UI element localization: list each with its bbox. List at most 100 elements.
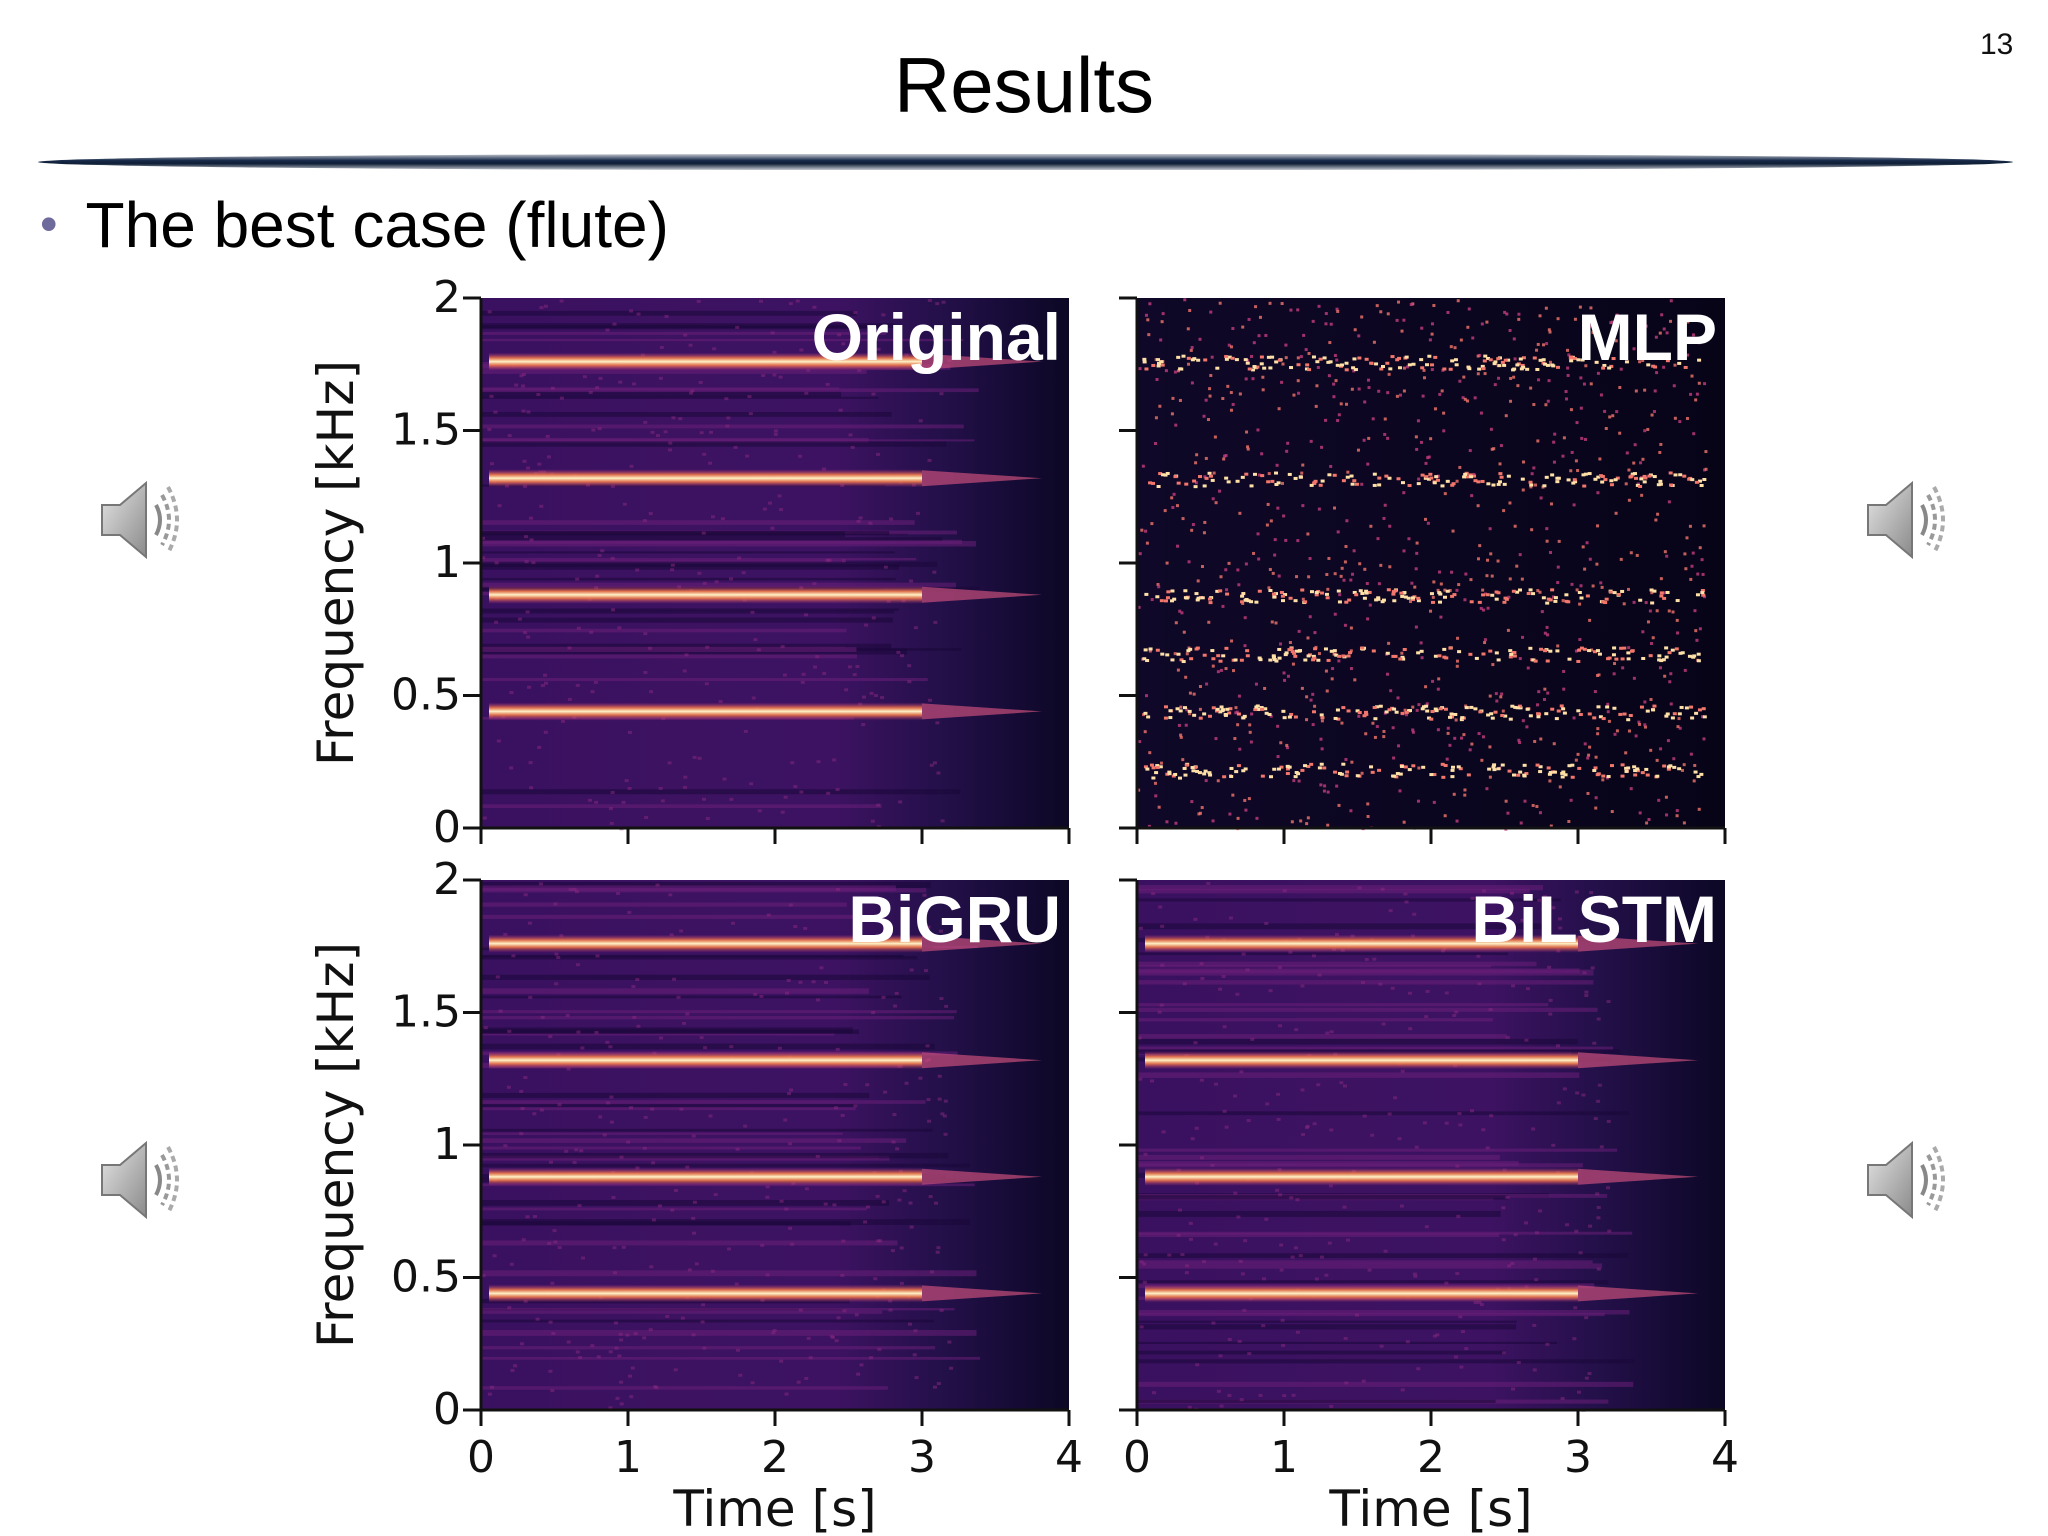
x-tick-label: 3 [908,1432,936,1483]
harmonic-speck [1466,773,1471,777]
harmonic-speck [1596,475,1601,479]
harmonic-speck [1609,764,1614,768]
harmonic-speck [1515,706,1520,710]
harmonic-speck [1163,473,1168,477]
speaker-icon[interactable] [96,1135,186,1225]
harmonic-speck [1277,656,1282,660]
harmonic-speck [1156,364,1161,368]
harmonic-speck [1477,367,1482,371]
harmonic-speck [1630,649,1635,653]
harmonic-speck [1268,589,1273,593]
speaker-icon[interactable] [96,475,186,565]
harmonic-speck [1552,770,1557,774]
harmonic-speck [1457,650,1462,654]
harmonic-speck [1626,651,1631,655]
harmonic-speck [1289,366,1294,370]
spectrogram-panel: BiGRU 0 0.5 1 1.5 2 0 1 2 3 4 Time [s] Frequency [kH… [307,854,1083,1536]
harmonic-speck [1538,770,1543,774]
harmonic-speck [1182,766,1187,770]
harmonic-speck [1372,706,1377,710]
harmonic-speck [1293,775,1298,779]
harmonic-speck [1441,775,1446,779]
harmonic-speck [1390,355,1395,359]
harmonic-speck [1504,597,1509,601]
harmonic-speck [1360,591,1365,595]
harmonic-speck [1242,714,1247,718]
harmonic-speck [1224,476,1229,480]
harmonic-speck [1145,659,1150,663]
harmonic-speck [1318,483,1323,487]
harmonic-speck [1173,475,1178,479]
harmonic-band [1145,1284,1578,1303]
harmonic-speck [1352,590,1357,594]
harmonic-speck [1215,366,1220,370]
harmonic-speck [1352,479,1357,483]
harmonic-speck [1467,367,1472,371]
harmonic-speck [1535,367,1540,371]
speaker-icon[interactable] [1862,475,1952,565]
harmonic-speck [1603,478,1608,482]
harmonic-speck [1482,359,1487,363]
harmonic-speck [1450,594,1455,598]
harmonic-speck [1207,714,1212,718]
harmonic-speck [1230,356,1235,360]
harmonic-speck [1255,365,1260,369]
harmonic-speck [1595,773,1600,777]
harmonic-speck [1294,649,1299,653]
harmonic-speck [1468,652,1473,656]
harmonic-speck [1690,716,1695,720]
harmonic-speck [1144,592,1149,596]
harmonic-speck [1245,654,1250,658]
harmonic-speck [1670,648,1675,652]
harmonic-speck [1430,600,1435,604]
harmonic-speck [1613,478,1618,482]
harmonic-speck [1464,706,1469,710]
harmonic-speck [1626,718,1631,722]
harmonic-tail [1578,1285,1698,1302]
harmonic-speck [1449,712,1454,716]
harmonic-speck [1293,476,1298,480]
harmonic-speck [1453,712,1458,716]
harmonic-speck [1608,590,1613,594]
harmonic-speck [1416,599,1421,603]
harmonic-speck [1384,474,1389,478]
harmonic-speck [1282,716,1287,720]
harmonic-speck [1622,712,1627,716]
harmonic-speck [1224,646,1229,650]
harmonic-speck [1411,362,1416,366]
harmonic-speck [1228,707,1233,711]
harmonic-speck [1511,589,1516,593]
harmonic-speck [1528,480,1533,484]
harmonic-speck [1548,771,1553,775]
harmonic-speck [1555,649,1560,653]
harmonic-speck [1370,770,1375,774]
harmonic-speck [1373,717,1378,721]
harmonic-speck [1292,651,1297,655]
harmonic-speck [1521,356,1526,360]
harmonic-speck [1569,355,1574,359]
harmonic-speck [1420,707,1425,711]
harmonic-speck [1314,591,1319,595]
harmonic-speck [1550,363,1555,367]
harmonic-speck [1657,355,1662,359]
harmonic-speck [1143,765,1148,769]
harmonic-speck [1164,705,1169,709]
harmonic-speck [1221,654,1226,658]
harmonic-speck [1496,591,1501,595]
speaker-icon[interactable] [1862,1135,1952,1225]
harmonic-speck [1399,591,1404,595]
harmonic-speck [1630,472,1635,476]
harmonic-tail [922,1168,1042,1185]
harmonic-speck [1669,483,1674,487]
harmonic-speck [1208,597,1213,601]
harmonic-speck [1520,477,1525,481]
harmonic-speck [1503,714,1508,718]
harmonic-speck [1564,593,1569,597]
harmonic-speck [1377,476,1382,480]
harmonic-speck [1254,600,1259,604]
harmonic-speck [1652,475,1657,479]
harmonic-speck [1643,476,1648,480]
harmonic-speck [1387,476,1392,480]
harmonic-speck [1602,363,1607,367]
harmonic-speck [1494,651,1499,655]
